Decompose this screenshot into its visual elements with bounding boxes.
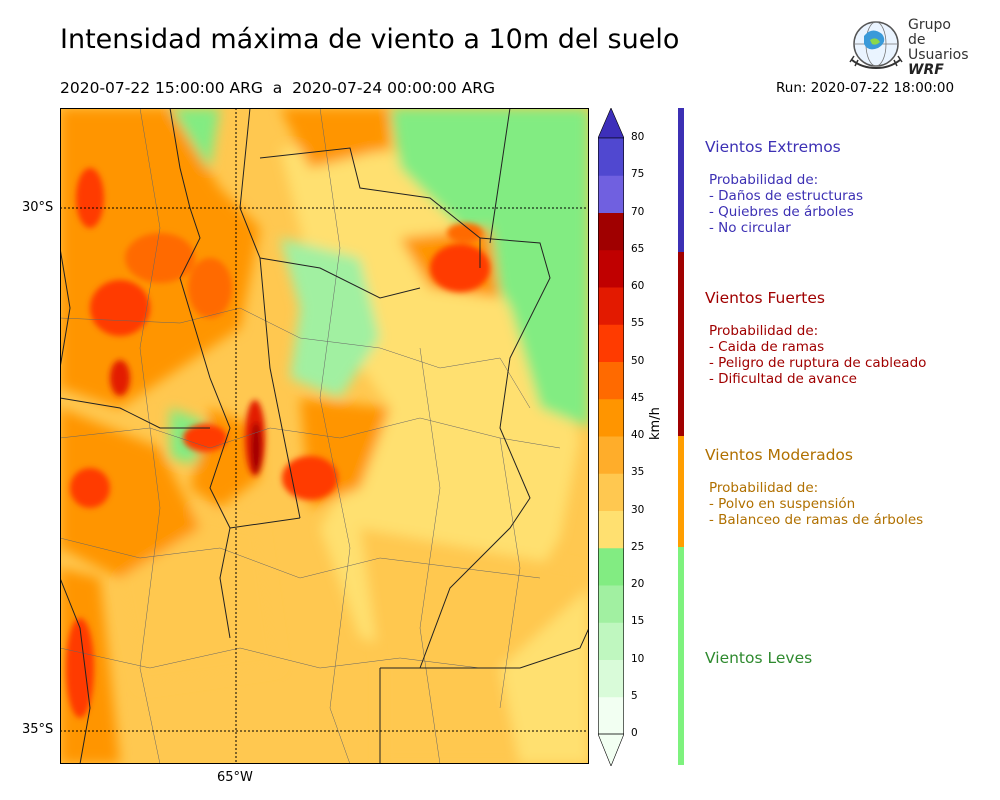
category-description-line: - Polvo en suspensión <box>709 496 856 512</box>
category-bar <box>678 547 684 765</box>
category-bar <box>678 108 684 252</box>
grupo-wrf-logo: Grupo de Usuarios WRF <box>848 16 969 78</box>
colorbar-tick-label: 40 <box>631 429 645 441</box>
colorbar-segment <box>598 473 624 511</box>
colorbar-segment <box>598 547 624 586</box>
logo-line-1: Grupo de <box>908 17 951 48</box>
category-bar <box>678 436 684 547</box>
colorbar-segment <box>598 510 624 549</box>
colorbar-tick-label: 50 <box>631 354 645 367</box>
colorbar-tick-label: 80 <box>631 131 645 143</box>
department-boundaries <box>60 108 561 764</box>
colorbar-tick-label: 65 <box>631 242 645 255</box>
colorbar-tick-label: 0 <box>631 727 638 739</box>
category-description-line: Probabilidad de: <box>709 323 819 339</box>
colorbar-segment <box>598 287 624 325</box>
lat-label-30s: 30°S <box>22 200 54 215</box>
map-title: Intensidad máxima de viento a 10m del su… <box>60 24 680 55</box>
category-description-line: - Balanceo de ramas de árboles <box>709 512 924 528</box>
logo-line-2: Usuarios <box>908 47 969 63</box>
lon-label-65w: 65°W <box>217 770 253 785</box>
colorbar-max-extension <box>598 108 624 139</box>
colorbar-segment <box>598 622 624 660</box>
colorbar-tick-label: 55 <box>631 317 645 330</box>
colorbar-tick-label: 35 <box>631 466 645 479</box>
colorbar-segment <box>598 696 624 735</box>
category-title: Vientos Fuertes <box>705 289 825 307</box>
category-description-line: Probabilidad de: <box>709 480 819 496</box>
category-description-line: - Caida de ramas <box>709 339 825 355</box>
colorbar-tick-label: 20 <box>631 578 645 590</box>
category-description-line: - Peligro de ruptura de cableado <box>709 355 927 371</box>
category-title: Vientos Leves <box>705 649 813 667</box>
graticule <box>60 108 589 764</box>
colorbar-segment <box>598 659 624 698</box>
category-description-line: - No circular <box>709 220 791 236</box>
globe-icon <box>849 21 903 70</box>
colorbar-segment <box>598 212 624 251</box>
colorbar-segment <box>598 249 624 288</box>
colorbar-segment <box>598 324 624 362</box>
colorbar-segment <box>598 585 624 623</box>
colorbar-min-extension <box>598 733 624 766</box>
colorbar-tick-label: 75 <box>631 168 645 181</box>
wind-map[interactable] <box>60 108 589 764</box>
colorbar-tick-label: 30 <box>631 503 645 516</box>
category-title: Vientos Moderados <box>705 446 853 464</box>
colorbar-segment <box>598 436 624 474</box>
category-description-line: - Quiebres de árboles <box>709 204 854 220</box>
colorbar-tick-label: 10 <box>631 652 645 665</box>
colorbar-tick-label: 45 <box>631 391 645 404</box>
colorbar-segment <box>598 175 624 213</box>
colorbar-unit: km/h <box>648 407 663 440</box>
category-title: Vientos Extremos <box>705 138 841 156</box>
colorbar <box>598 108 624 766</box>
colorbar-segment <box>598 138 624 176</box>
colorbar-tick-label: 60 <box>631 280 645 292</box>
colorbar-tick-label: 5 <box>631 689 638 702</box>
category-description-line: - Daños de estructuras <box>709 188 864 204</box>
colorbar-segment <box>598 361 624 400</box>
province-boundaries <box>60 108 589 764</box>
category-bar <box>678 252 684 436</box>
lat-label-35s: 35°S <box>22 722 54 737</box>
category-description-line: Probabilidad de: <box>709 172 819 188</box>
category-description-line: - Dificultad de avance <box>709 371 857 387</box>
forecast-period: 2020-07-22 15:00:00 ARG a 2020-07-24 00:… <box>60 79 496 97</box>
run-timestamp: Run: 2020-07-22 18:00:00 <box>776 80 955 96</box>
colorbar-tick-label: 70 <box>631 205 645 218</box>
colorbar-segment <box>598 398 624 437</box>
logo-line-3: WRF <box>908 62 944 78</box>
colorbar-tick-label: 25 <box>631 540 645 553</box>
colorbar-tick-label: 15 <box>631 615 645 628</box>
